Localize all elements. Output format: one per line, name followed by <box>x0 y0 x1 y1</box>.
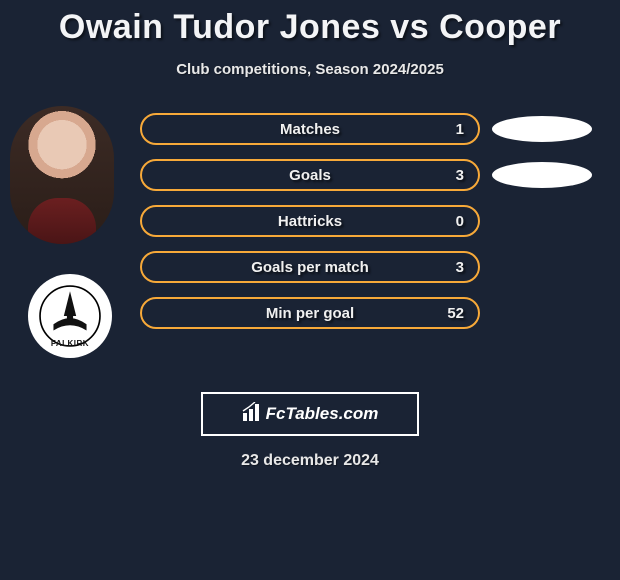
stat-row: Goals 3 <box>140 152 480 198</box>
stat-row: Matches 1 <box>140 106 480 152</box>
stat-value: 0 <box>456 213 464 230</box>
ellipse-row <box>492 244 612 290</box>
stat-bars: Matches 1 Goals 3 Hattricks 0 Goals per … <box>140 106 480 336</box>
ellipse-row <box>492 106 612 152</box>
stat-bar-mpg: Min per goal 52 <box>140 297 480 329</box>
fctables-label: FcTables.com <box>266 404 379 423</box>
ellipse-row <box>492 198 612 244</box>
comparison-ellipse <box>492 116 592 142</box>
stat-label: Goals per match <box>251 259 369 276</box>
stat-label: Min per goal <box>266 305 354 322</box>
player-photo <box>10 106 114 244</box>
stat-value: 52 <box>447 305 464 322</box>
stat-bar-gpm: Goals per match 3 <box>140 251 480 283</box>
fctables-badge: FcTables.com <box>201 392 419 436</box>
stat-value: 1 <box>456 121 464 138</box>
stat-value: 3 <box>456 259 464 276</box>
club-badge-label: FALKIRK <box>51 339 89 348</box>
stat-row: Hattricks 0 <box>140 198 480 244</box>
ellipse-row <box>492 152 612 198</box>
chart-icon <box>242 402 262 422</box>
comparison-panel: FALKIRK Matches 1 Goals 3 Hattricks 0 Go… <box>0 106 620 366</box>
stat-row: Min per goal 52 <box>140 290 480 336</box>
club-badge-icon <box>39 285 101 347</box>
stat-label: Hattricks <box>278 213 342 230</box>
comparison-ellipse <box>492 162 592 188</box>
stat-label: Matches <box>280 121 340 138</box>
right-ellipses-column <box>492 106 612 336</box>
stat-bar-hattricks: Hattricks 0 <box>140 205 480 237</box>
subtitle: Club competitions, Season 2024/2025 <box>0 61 620 78</box>
date-label: 23 december 2024 <box>0 452 620 470</box>
stat-value: 3 <box>456 167 464 184</box>
page-title: Owain Tudor Jones vs Cooper <box>0 0 620 47</box>
footer: FcTables.com 23 december 2024 <box>0 392 620 470</box>
left-column: FALKIRK <box>10 106 130 358</box>
ellipse-row <box>492 290 612 336</box>
stat-label: Goals <box>289 167 331 184</box>
stat-bar-matches: Matches 1 <box>140 113 480 145</box>
club-badge: FALKIRK <box>28 274 112 358</box>
stat-row: Goals per match 3 <box>140 244 480 290</box>
stat-bar-goals: Goals 3 <box>140 159 480 191</box>
